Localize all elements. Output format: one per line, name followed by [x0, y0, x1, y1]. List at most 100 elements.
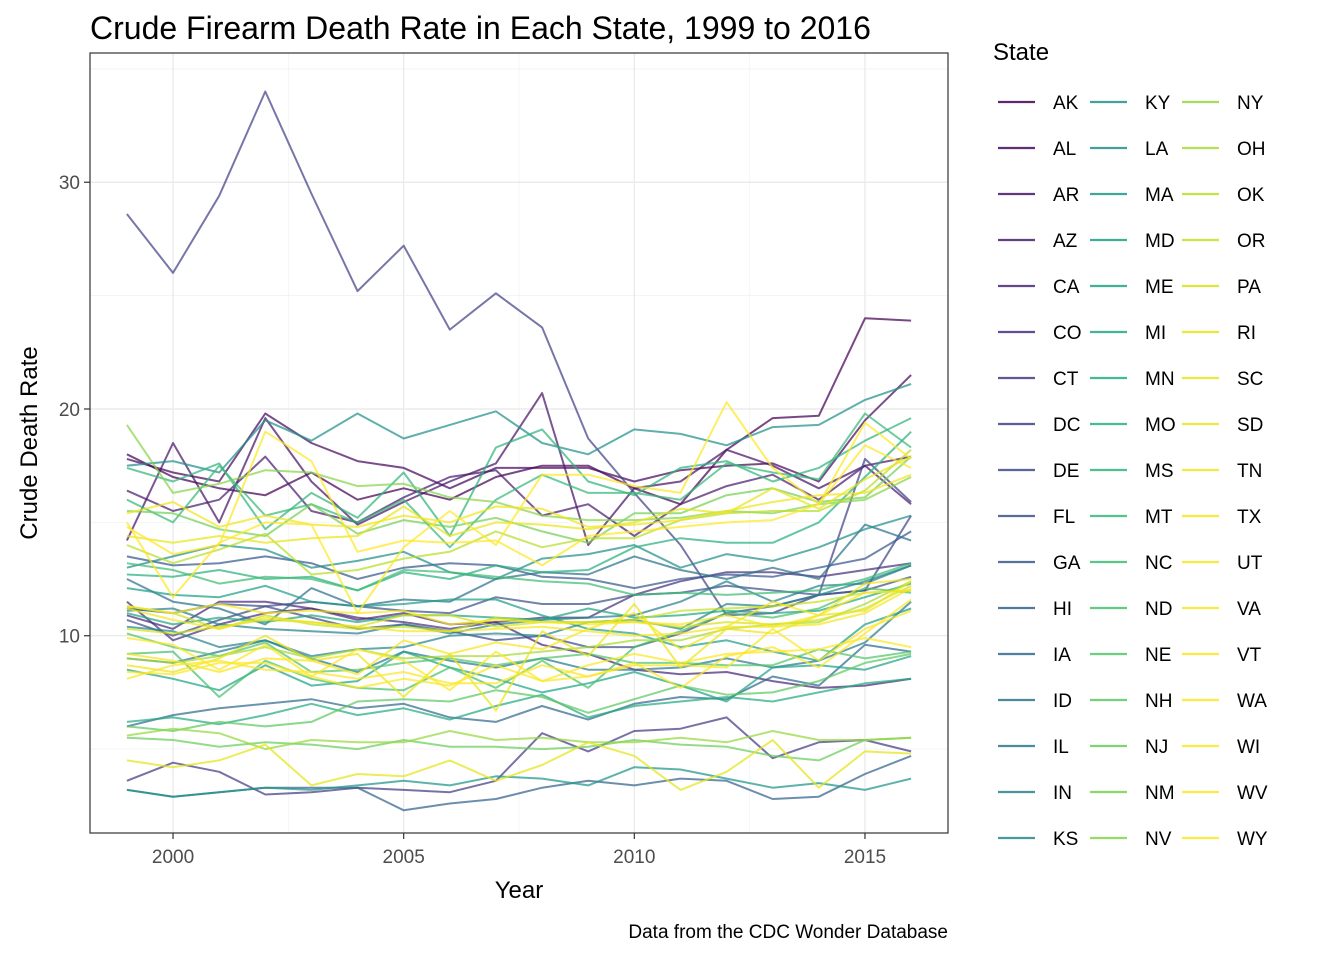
legend-label: MT: [1145, 507, 1173, 528]
legend-label: CA: [1053, 277, 1080, 298]
legend-item-co: CO: [998, 323, 1082, 344]
legend-item-dc: DC: [998, 415, 1080, 436]
legend-label: DE: [1053, 461, 1079, 482]
series-line-sd: [126, 580, 912, 712]
legend-label: FL: [1053, 507, 1075, 528]
series-line-me: [126, 650, 912, 703]
series-line-wv: [126, 401, 912, 615]
legend-label: OH: [1237, 139, 1266, 160]
legend-item-sc: SC: [1182, 369, 1263, 390]
legend-item-nv: NV: [1090, 829, 1172, 850]
legend-item-la: LA: [1090, 139, 1169, 160]
legend-item-al: AL: [998, 139, 1076, 160]
legend-item-va: VA: [1182, 599, 1261, 620]
series-line-ia: [126, 643, 912, 728]
legend-label: NC: [1145, 553, 1172, 574]
legend-label: IN: [1053, 783, 1072, 804]
legend-label: TX: [1237, 507, 1262, 528]
legend-label: LA: [1145, 139, 1169, 160]
legend-label: IL: [1053, 737, 1069, 758]
legend-label: ME: [1145, 277, 1174, 298]
series-line-tx: [126, 587, 912, 637]
legend-item-il: IL: [998, 737, 1069, 758]
legend-item-wi: WI: [1182, 737, 1260, 758]
legend-item-wy: WY: [1182, 829, 1268, 850]
series-line-al: [126, 374, 912, 490]
legend-label: HI: [1053, 599, 1072, 620]
legend-item-nc: NC: [1090, 553, 1172, 574]
plot-panel: [89, 52, 949, 834]
series-line-va: [126, 589, 912, 628]
legend-label: VA: [1237, 599, 1261, 620]
series-line-ga: [126, 530, 912, 590]
legend-label: MI: [1145, 323, 1166, 344]
legend-label: GA: [1053, 553, 1081, 574]
panel-border: [89, 52, 949, 834]
legend-item-nd: ND: [1090, 599, 1172, 620]
y-axis-title: Crude Death Rate: [16, 346, 43, 539]
legend-label: NM: [1145, 783, 1175, 804]
series-line-vt: [126, 609, 912, 685]
y-tick-label: 30: [59, 173, 80, 194]
legend-item-ar: AR: [998, 185, 1079, 206]
x-axis: 2000 2005 2010 2015: [152, 833, 886, 868]
legend-label: AZ: [1053, 231, 1078, 252]
legend-label: MS: [1145, 461, 1174, 482]
x-tick-label: 2015: [844, 847, 886, 868]
x-tick-label: 2005: [383, 847, 425, 868]
series-line-ma: [126, 766, 912, 798]
legend-item-ia: IA: [998, 645, 1071, 666]
legend-label: OK: [1237, 185, 1265, 206]
legend-item-ct: CT: [998, 369, 1079, 390]
legend-label: WA: [1237, 691, 1267, 712]
x-tick-label: 2000: [152, 847, 194, 868]
series-line-ok: [126, 449, 912, 576]
legend-label: WV: [1237, 783, 1268, 804]
legend-label: NJ: [1145, 737, 1168, 758]
legend-item-mn: MN: [1090, 369, 1175, 390]
legend-item-fl: FL: [998, 507, 1075, 528]
legend-item-ne: NE: [1090, 645, 1171, 666]
series-line-mn: [126, 677, 912, 726]
legend-item-mt: MT: [1090, 507, 1173, 528]
series-line-dc: [126, 90, 912, 617]
legend-item-ca: CA: [998, 277, 1080, 298]
legend-label: KY: [1145, 93, 1171, 114]
legend-item-mi: MI: [1090, 323, 1166, 344]
x-tick-label: 2010: [613, 847, 655, 868]
legend-label: WI: [1237, 737, 1260, 758]
chart-title: Crude Firearm Death Rate in Each State, …: [90, 10, 871, 46]
legend-item-ks: KS: [998, 829, 1078, 850]
series-line-md: [126, 584, 912, 662]
x-axis-title: Year: [495, 877, 544, 904]
legend-item-az: AZ: [998, 231, 1078, 252]
series-line-ca: [126, 600, 912, 689]
legend-item-wa: WA: [1182, 691, 1267, 712]
legend-label: VT: [1237, 645, 1262, 666]
series-line-wi: [126, 598, 912, 692]
legend-item-tx: TX: [1182, 507, 1262, 528]
series-line-nm: [126, 455, 912, 544]
series-line-in: [126, 564, 912, 635]
legend-item-nm: NM: [1090, 783, 1175, 804]
legend-item-ms: MS: [1090, 461, 1174, 482]
legend-label: NE: [1145, 645, 1171, 666]
legend-item-sd: SD: [1182, 415, 1263, 436]
legend-label: MN: [1145, 369, 1175, 390]
legend-item-pa: PA: [1182, 277, 1261, 298]
legend-item-de: DE: [998, 461, 1079, 482]
legend-item-tn: TN: [1182, 461, 1262, 482]
legend-label: WY: [1237, 829, 1268, 850]
series-line-la: [126, 383, 912, 474]
legend-item-vt: VT: [1182, 645, 1262, 666]
series-line-ct: [126, 716, 912, 796]
legend-label: IA: [1053, 645, 1071, 666]
series-line-sc: [126, 455, 912, 544]
legend-label: TN: [1237, 461, 1262, 482]
legend-title: State: [993, 39, 1049, 66]
legend-label: SC: [1237, 369, 1263, 390]
legend-item-nj: NJ: [1090, 737, 1168, 758]
series-line-fl: [126, 575, 912, 615]
legend-label: CT: [1053, 369, 1079, 390]
